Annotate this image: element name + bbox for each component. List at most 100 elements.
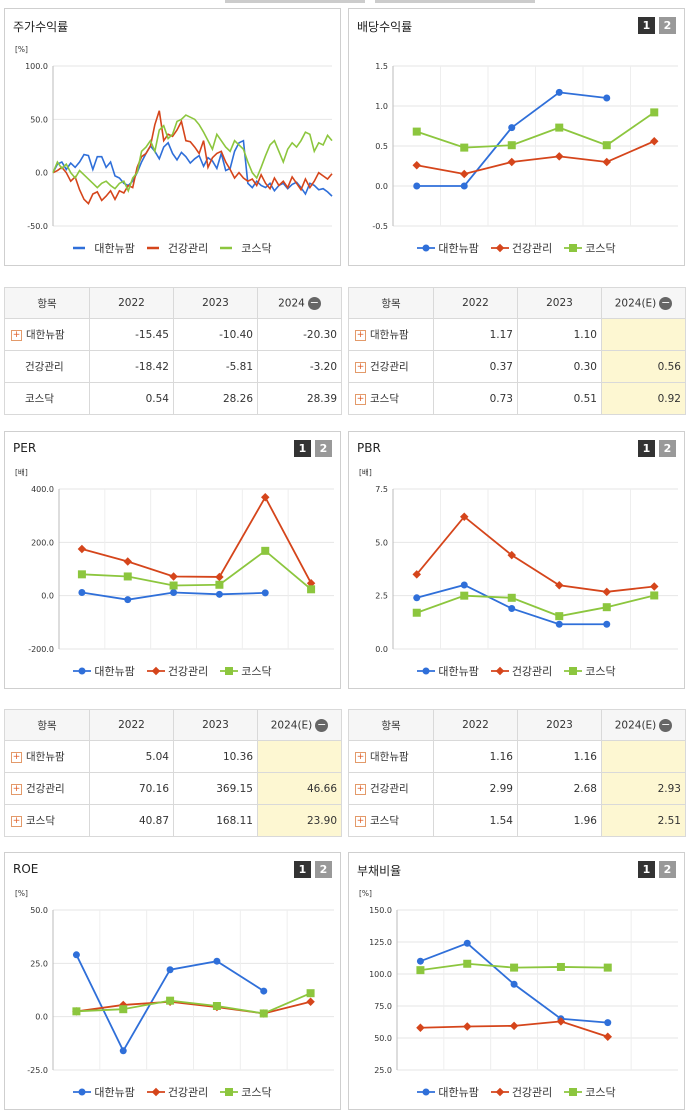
chart-legend: 대한뉴팜 건강관리 코스닥	[349, 663, 684, 679]
expand-icon[interactable]: +	[355, 783, 366, 795]
axis-unit: [배]	[359, 468, 372, 477]
expand-icon[interactable]: +	[11, 329, 22, 341]
data-point-kosdaq	[215, 580, 224, 589]
data-point-health-care	[555, 152, 564, 161]
table-header-cell: 2024−	[257, 287, 342, 319]
data-point-health-care	[460, 169, 469, 179]
legend-item-health-care[interactable]: 건강관리	[146, 1084, 208, 1100]
data-point-daehan-newpharm	[124, 596, 132, 604]
data-point-health-care	[555, 580, 564, 590]
expand-icon[interactable]: +	[355, 815, 366, 827]
legend-item-health-care[interactable]: 건강관리	[490, 240, 552, 256]
data-point-daehan-newpharm	[78, 588, 86, 596]
expand-icon[interactable]: +	[355, 751, 366, 763]
y-tick-label: -200.0	[28, 645, 54, 652]
data-point-kosdaq	[650, 591, 659, 600]
legend-item-kosdaq[interactable]: 코스닥	[564, 663, 616, 679]
chart-mode-button-1[interactable]: 1	[294, 861, 311, 878]
y-tick-label: 100.0	[369, 970, 392, 979]
y-tick-label: 2.5	[375, 592, 388, 601]
table-header-cell: 2022	[433, 287, 518, 319]
expand-icon[interactable]: +	[11, 751, 22, 763]
value-cell: -18.42	[89, 350, 174, 383]
table-row: 코스닥 0.54 28.26 28.39	[4, 382, 342, 415]
data-point-daehan-newpharm	[213, 957, 221, 965]
chart-mode-button-2[interactable]: 2	[659, 440, 676, 457]
legend-item-kosdaq[interactable]: 코스닥	[220, 663, 272, 679]
legend-swatch	[417, 1088, 436, 1096]
y-tick-label: -0.5	[372, 222, 388, 229]
legend-label: 대한뉴팜	[94, 665, 135, 678]
data-point-kosdaq	[602, 603, 611, 612]
chart-mode-button-2[interactable]: 2	[659, 17, 676, 34]
y-tick-label: 5.0	[375, 538, 388, 547]
data-point-kosdaq	[556, 962, 565, 971]
legend-item-kosdaq[interactable]: 코스닥	[220, 1084, 272, 1100]
data-point-health-care	[463, 1022, 472, 1031]
chart-mode-button-2[interactable]: 2	[659, 861, 676, 878]
header-label: 항목	[381, 297, 401, 310]
legend-item-daehan-newpharm[interactable]: 대한뉴팜	[417, 663, 479, 679]
legend-item-kosdaq[interactable]: 코스닥	[564, 1084, 616, 1100]
expand-icon[interactable]: +	[355, 361, 366, 373]
value-cell: 10.36	[173, 740, 258, 773]
data-point-daehan-newpharm	[603, 94, 611, 102]
expand-icon[interactable]: +	[11, 815, 22, 827]
value-cell: 2.99	[433, 772, 518, 805]
chart-mode-button-1[interactable]: 1	[638, 17, 655, 34]
chart-mode-button-1[interactable]: 1	[294, 440, 311, 457]
legend-item-kosdaq[interactable]: 코스닥	[564, 240, 616, 256]
row-label: 대한뉴팜	[26, 329, 65, 341]
legend-swatch	[490, 666, 509, 676]
legend-marker-kosdaq	[569, 244, 578, 252]
legend-item-daehan-newpharm[interactable]: 대한뉴팜	[417, 240, 479, 256]
y-tick-label: 0.0	[41, 592, 54, 601]
legend-item-health-care[interactable]: 건강관리	[490, 1084, 552, 1100]
legend-item-daehan-newpharm[interactable]: 대한뉴팜	[417, 1084, 479, 1100]
y-tick-label: 400.0	[31, 485, 54, 494]
y-tick-label: 50.0	[30, 115, 48, 124]
collapse-icon[interactable]: −	[307, 295, 321, 310]
collapse-icon[interactable]: −	[659, 295, 673, 310]
data-point-health-care	[602, 587, 611, 597]
series-line-kosdaq	[76, 992, 311, 1015]
chart-mode-button-2[interactable]: 2	[315, 861, 332, 878]
legend-item-daehan-newpharm[interactable]: 대한뉴팜	[73, 1084, 135, 1100]
table-header-cell: 2023	[173, 709, 258, 741]
table-header-cell: 2024(E) −	[601, 287, 686, 319]
expand-icon[interactable]: +	[355, 393, 366, 405]
collapse-icon[interactable]: −	[315, 717, 329, 732]
legend-item-daehan-newpharm[interactable]: 대한뉴팜	[73, 240, 135, 256]
data-point-kosdaq	[650, 108, 659, 117]
series-line-kosdaq	[416, 594, 655, 618]
legend-item-health-care[interactable]: 건강관리	[146, 240, 208, 256]
row-label-cell: + 코스닥	[348, 804, 434, 837]
chart-mode-button-1[interactable]: 1	[638, 861, 655, 878]
expand-icon[interactable]: +	[11, 783, 22, 795]
data-point-health-care	[123, 557, 132, 566]
collapse-icon[interactable]: −	[659, 717, 673, 732]
legend-item-health-care[interactable]: 건강관리	[490, 663, 552, 679]
panel-title: 주가수익률	[13, 20, 69, 34]
legend-item-health-care[interactable]: 건강관리	[146, 663, 208, 679]
legend-marker-health-care	[495, 666, 505, 676]
legend-swatch	[146, 246, 159, 250]
row-label-cell: + 대한뉴팜	[4, 318, 90, 351]
row-label-cell: + 대한뉴팜	[4, 740, 90, 773]
chart-mode-button-2[interactable]: 2	[315, 440, 332, 457]
expand-icon[interactable]: +	[355, 329, 366, 341]
header-label: 2022	[462, 719, 489, 731]
table-header-cell: 2022	[433, 709, 518, 741]
legend-swatch	[220, 1088, 239, 1096]
value-cell: -15.45	[89, 318, 174, 351]
legend-label: 대한뉴팜	[438, 242, 479, 255]
top-scroll-bar	[225, 0, 365, 3]
chart-mode-button-1[interactable]: 1	[638, 440, 655, 457]
y-tick-label: 25.0	[30, 959, 48, 968]
row-label-cell: + 대한뉴팜	[348, 740, 434, 773]
data-point-kosdaq	[166, 996, 175, 1005]
data-point-kosdaq	[602, 141, 611, 150]
legend-item-kosdaq[interactable]: 코스닥	[220, 240, 272, 256]
legend-item-daehan-newpharm[interactable]: 대한뉴팜	[73, 663, 135, 679]
